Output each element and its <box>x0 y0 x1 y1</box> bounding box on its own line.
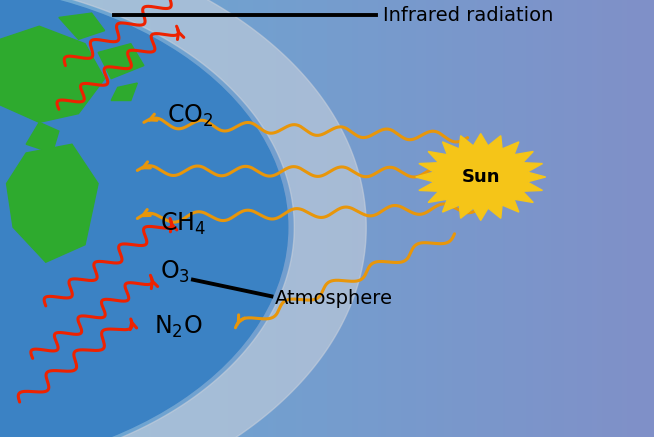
Polygon shape <box>0 26 105 122</box>
Polygon shape <box>37 0 366 437</box>
Polygon shape <box>98 44 144 79</box>
Text: Sun: Sun <box>462 168 500 186</box>
Text: O$_3$: O$_3$ <box>160 259 190 285</box>
Circle shape <box>0 0 288 437</box>
Text: Infrared radiation: Infrared radiation <box>383 6 553 25</box>
Polygon shape <box>26 122 59 153</box>
Polygon shape <box>416 134 545 220</box>
Text: N$_2$O: N$_2$O <box>154 314 202 340</box>
Text: Atmosphere: Atmosphere <box>275 288 392 308</box>
Text: CO$_2$: CO$_2$ <box>167 103 213 129</box>
Polygon shape <box>7 144 98 262</box>
Text: CH$_4$: CH$_4$ <box>160 211 206 237</box>
Polygon shape <box>59 13 105 39</box>
Polygon shape <box>111 83 137 101</box>
